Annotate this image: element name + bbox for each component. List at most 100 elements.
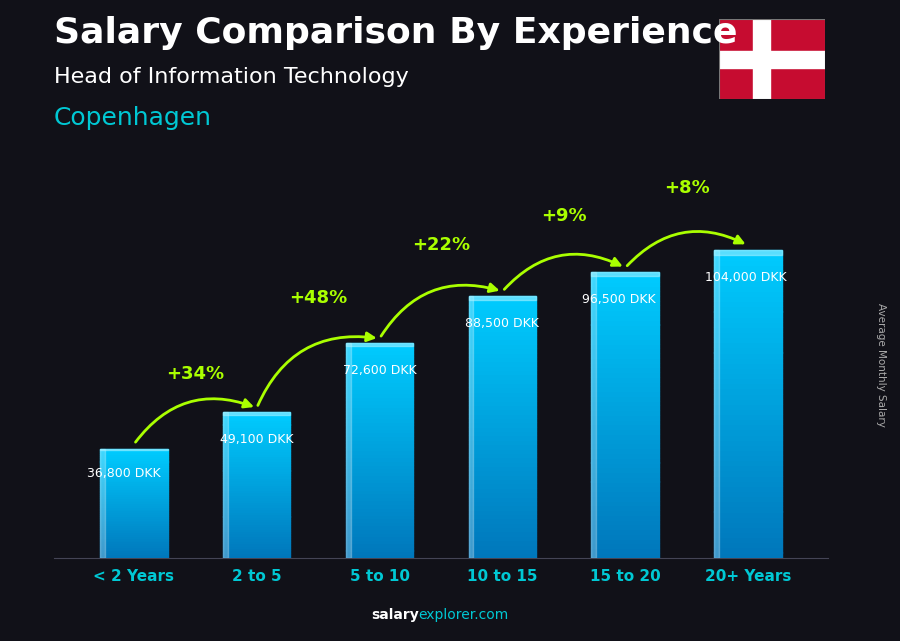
Bar <box>223 504 291 507</box>
Bar <box>715 353 782 358</box>
Bar <box>100 467 167 469</box>
Bar <box>100 490 167 492</box>
Bar <box>591 410 659 415</box>
Bar <box>346 382 413 386</box>
Text: 96,500 DKK: 96,500 DKK <box>582 293 656 306</box>
Bar <box>223 454 291 456</box>
Bar <box>223 468 291 470</box>
Bar <box>223 519 291 521</box>
Bar <box>591 329 659 334</box>
Bar <box>719 51 824 68</box>
Bar <box>100 547 167 549</box>
Bar <box>100 469 167 470</box>
Bar <box>100 449 167 451</box>
Bar <box>591 429 659 434</box>
Bar <box>346 447 413 450</box>
Bar <box>591 363 659 367</box>
Bar <box>715 435 782 440</box>
Bar <box>469 522 536 527</box>
Bar <box>346 354 413 357</box>
Bar <box>223 553 291 555</box>
Bar <box>715 532 782 537</box>
Bar <box>715 527 782 532</box>
Bar <box>223 470 291 473</box>
Bar <box>223 422 291 424</box>
Bar <box>223 463 291 465</box>
Bar <box>469 296 473 558</box>
Bar <box>715 378 782 383</box>
Bar <box>715 276 782 281</box>
Bar <box>469 357 536 362</box>
Bar <box>223 446 291 449</box>
Text: +22%: +22% <box>412 237 470 254</box>
Text: 88,500 DKK: 88,500 DKK <box>465 317 539 329</box>
Bar <box>223 442 291 444</box>
Bar <box>469 440 536 444</box>
Bar <box>469 475 536 479</box>
Bar <box>346 425 413 429</box>
Bar <box>223 473 291 476</box>
Bar <box>715 332 782 337</box>
Bar <box>469 370 536 374</box>
Bar <box>346 479 413 483</box>
Bar <box>100 462 167 463</box>
Bar <box>223 439 291 442</box>
Bar <box>223 458 291 461</box>
Bar <box>223 536 291 538</box>
Bar <box>715 260 782 265</box>
Bar <box>715 342 782 347</box>
Bar <box>469 519 536 523</box>
Bar <box>223 541 291 543</box>
Bar <box>753 19 770 99</box>
Text: explorer.com: explorer.com <box>418 608 508 622</box>
Text: Copenhagen: Copenhagen <box>54 106 212 129</box>
Bar <box>100 545 167 547</box>
Bar <box>469 313 536 318</box>
Bar <box>223 521 291 524</box>
Bar <box>223 444 291 446</box>
Bar <box>715 537 782 542</box>
Bar <box>346 411 413 415</box>
Bar <box>715 296 782 301</box>
Bar <box>715 455 782 460</box>
Bar <box>469 331 536 335</box>
Bar <box>223 429 291 432</box>
Bar <box>346 343 413 346</box>
Bar <box>223 476 291 478</box>
Bar <box>346 450 413 454</box>
Bar <box>223 495 291 497</box>
Bar <box>100 458 167 460</box>
Bar <box>100 460 167 462</box>
Text: 36,800 DKK: 36,800 DKK <box>87 467 161 479</box>
Bar <box>223 529 291 531</box>
Bar <box>591 381 659 387</box>
Bar <box>100 496 167 498</box>
Bar <box>100 543 167 545</box>
Bar <box>346 404 413 407</box>
Bar <box>715 414 782 419</box>
Bar <box>100 485 167 487</box>
Bar <box>715 481 782 486</box>
Bar <box>469 374 536 379</box>
Bar <box>469 335 536 340</box>
Bar <box>346 429 413 433</box>
Bar <box>591 310 659 315</box>
Bar <box>100 507 167 509</box>
Bar <box>346 501 413 504</box>
Bar <box>223 478 291 480</box>
Bar <box>469 531 536 536</box>
Bar <box>469 422 536 427</box>
Bar <box>100 487 167 488</box>
Bar <box>591 344 659 348</box>
Bar <box>469 427 536 431</box>
Bar <box>346 551 413 554</box>
Bar <box>591 453 659 458</box>
Bar <box>223 412 291 415</box>
Bar <box>715 286 782 291</box>
Bar <box>346 468 413 472</box>
Text: 49,100 DKK: 49,100 DKK <box>220 433 293 446</box>
Bar <box>223 424 291 427</box>
Bar <box>223 412 291 415</box>
Bar <box>591 277 659 281</box>
Bar <box>100 541 167 543</box>
